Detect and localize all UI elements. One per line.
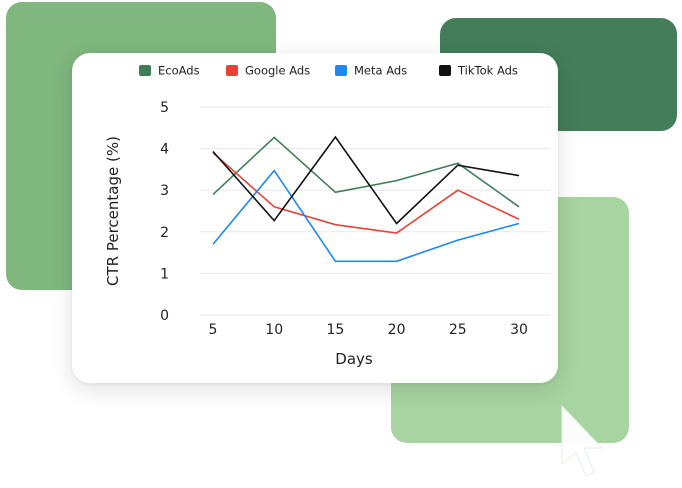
x-tick-label-10: 10 bbox=[265, 322, 283, 338]
legend-label-meta-ads: Meta Ads bbox=[354, 64, 407, 78]
legend-swatch-meta-ads bbox=[335, 65, 347, 76]
chart-card: 0 1 2 3 4 5 5 10 15 20 25 30 Days CTR Percentage (%) E… bbox=[72, 53, 558, 383]
series-line-meta-ads bbox=[212, 169, 520, 263]
y-tick-label-0: 0 bbox=[160, 308, 169, 324]
x-tick-label-15: 15 bbox=[326, 322, 344, 338]
x-tick-label-5: 5 bbox=[209, 322, 218, 338]
legend-swatch-ecoads bbox=[139, 65, 151, 76]
y-tick-label-5: 5 bbox=[160, 100, 169, 116]
legend-swatch-tiktok-ads bbox=[439, 65, 451, 76]
y-axis-title: CTR Percentage (%) bbox=[104, 136, 122, 286]
mouse-pointer-icon bbox=[561, 404, 604, 477]
x-tick-label-25: 25 bbox=[449, 322, 467, 338]
y-tick-label-1: 1 bbox=[160, 266, 169, 282]
series-line-tiktok-ads bbox=[212, 135, 520, 225]
ctr-line-chart: 0 1 2 3 4 5 5 10 15 20 25 30 Days CTR Percentage (%) E… bbox=[104, 64, 550, 368]
x-axis-title: Days bbox=[335, 350, 373, 368]
x-tick-label-20: 20 bbox=[388, 322, 406, 338]
legend-label-tiktok-ads: TikTok Ads bbox=[457, 64, 518, 78]
legend-label-ecoads: EcoAds bbox=[158, 64, 200, 78]
y-tick-label-3: 3 bbox=[160, 183, 169, 199]
series-line-ecoads bbox=[212, 136, 520, 208]
y-tick-label-2: 2 bbox=[160, 225, 169, 241]
legend-swatch-google-ads bbox=[226, 65, 238, 76]
legend-label-google-ads: Google Ads bbox=[245, 64, 310, 78]
series-line-google-ads bbox=[212, 152, 520, 234]
x-tick-label-30: 30 bbox=[510, 322, 528, 338]
y-tick-label-4: 4 bbox=[160, 142, 169, 158]
